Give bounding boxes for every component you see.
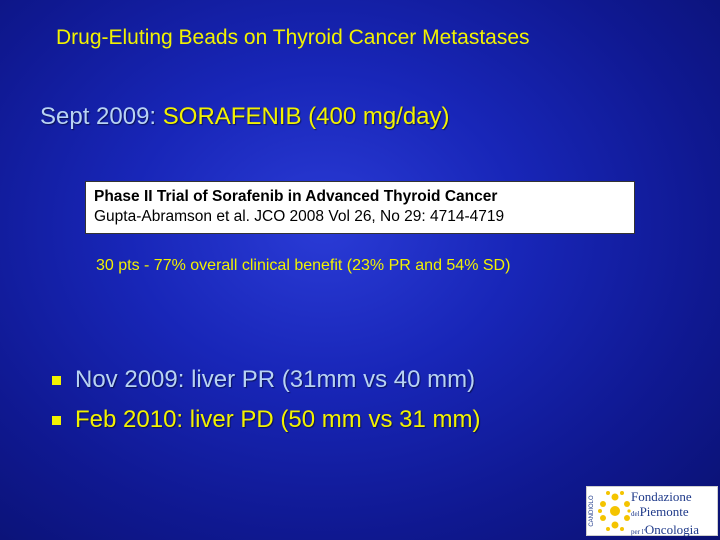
bullet-text: Nov 2009: liver PR (31mm vs 40 mm) bbox=[75, 366, 476, 393]
logo-line-1: Fondazione bbox=[631, 489, 692, 504]
subtitle-highlight: SORAFENIB (400 mg/day) bbox=[162, 103, 450, 130]
bullet-item: Nov 2009: liver PR (31mm vs 40 mm) bbox=[52, 360, 480, 400]
slide-title: Drug-Eluting Beads on Thyroid Cancer Met… bbox=[56, 26, 530, 49]
logo-line-3: per l'Oncologia bbox=[631, 522, 700, 537]
sunflower-logo-icon: CANDIOLO bbox=[589, 491, 631, 531]
reference-citation: Gupta-Abramson et al. JCO 2008 Vol 26, N… bbox=[94, 208, 505, 225]
subtitle-prefix: Sept 2009: bbox=[40, 103, 163, 130]
reference-title: Phase II Trial of Sorafenib in Advanced … bbox=[94, 188, 498, 205]
trial-result-note: 30 pts - 77% overall clinical benefit (2… bbox=[96, 257, 511, 274]
foundation-logo: CANDIOLO Fondazione delPiemonte per l'On… bbox=[586, 486, 718, 537]
bullet-list: Nov 2009: liver PR (31mm vs 40 mm) Feb 2… bbox=[52, 360, 480, 440]
bullet-square-icon bbox=[52, 375, 61, 385]
reference-box: Phase II Trial of Sorafenib in Advanced … bbox=[85, 181, 635, 234]
svg-text:CANDIOLO: CANDIOLO bbox=[589, 495, 595, 527]
bullet-item: Feb 2010: liver PD (50 mm vs 31 mm) bbox=[52, 400, 480, 440]
bullet-text: Feb 2010: liver PD (50 mm vs 31 mm) bbox=[75, 406, 481, 433]
logo-text: Fondazione delPiemonte per l'Oncologia bbox=[631, 489, 699, 540]
slide-subtitle: Sept 2009: SORAFENIB (400 mg/day) bbox=[40, 103, 450, 131]
bullet-square-icon bbox=[52, 415, 61, 425]
logo-line-2: delPiemonte bbox=[631, 504, 689, 519]
